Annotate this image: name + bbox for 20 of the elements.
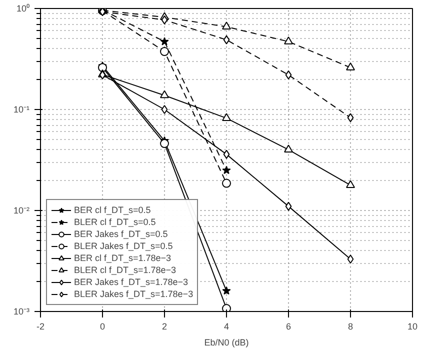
x-tick-label: 8 xyxy=(348,322,354,332)
legend-label: BLER Jakes f_DT_s=1.78e−3 xyxy=(74,288,194,300)
legend-label: BER cl f_DT_s=1.78e−3 xyxy=(74,252,172,264)
y-tick-label: 10⁻² xyxy=(13,206,30,216)
legend-label: BER Jakes f_DT_s=0.5 xyxy=(74,228,168,240)
x-tick-label: 10 xyxy=(407,322,418,332)
legend-label: BLER Jakes f_DT_s=0.5 xyxy=(74,240,173,252)
x-tick-label: 0 xyxy=(100,322,106,332)
legend-label: BLER cl f_DT_s=1.78e−3 xyxy=(74,264,176,276)
x-axis-title: Eb/N0 (dB) xyxy=(204,338,249,348)
x-tick-label: 4 xyxy=(224,322,230,332)
legend-label: BER Jakes f_DT_s=1.78e−3 xyxy=(74,276,188,288)
y-tick-label: 10⁻³ xyxy=(13,306,30,316)
x-tick-label: 6 xyxy=(286,322,292,332)
legend-label: BER cl f_DT_s=0.5 xyxy=(74,204,151,216)
y-tick-label: 10⁻¹ xyxy=(13,104,30,114)
legend-label: BLER cl f_DT_s=0.5 xyxy=(74,216,156,228)
y-tick-label: 10⁰ xyxy=(16,4,30,14)
x-tick-label: 2 xyxy=(162,322,168,332)
x-tick-label: -2 xyxy=(36,322,45,332)
